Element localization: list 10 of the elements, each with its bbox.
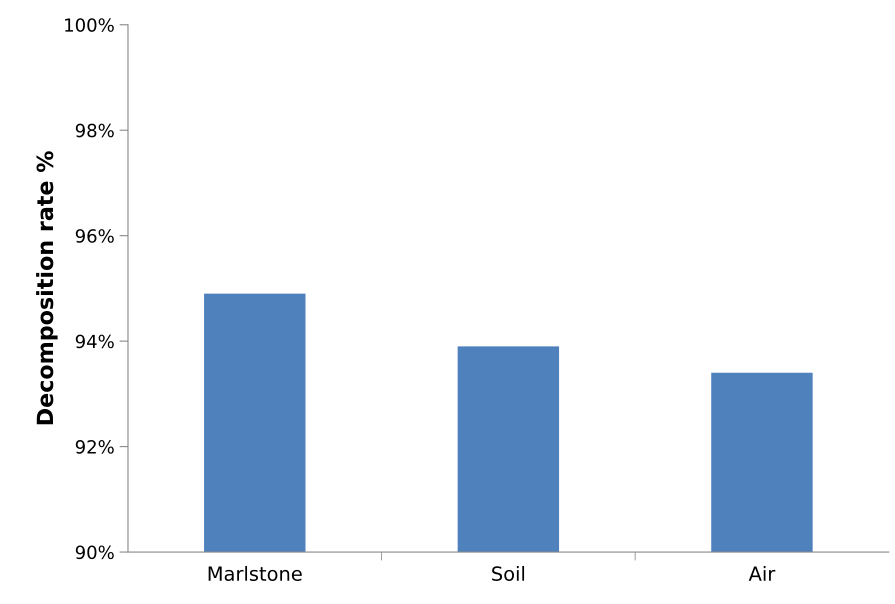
y-tick-label: 90% <box>76 546 114 560</box>
y-tick-label: 94% <box>76 334 114 348</box>
y-tick-label: 100% <box>65 18 114 32</box>
y-tick-label: 96% <box>76 229 114 243</box>
y-tick-label: 98% <box>76 124 114 138</box>
y-tick-label: 92% <box>76 440 114 454</box>
x-tick-label: Marlstone <box>208 566 302 581</box>
x-tick-label: Soil <box>492 566 524 581</box>
y-axis-title: Decomposition rate % <box>36 151 58 424</box>
x-tick-label: Air <box>748 566 776 581</box>
